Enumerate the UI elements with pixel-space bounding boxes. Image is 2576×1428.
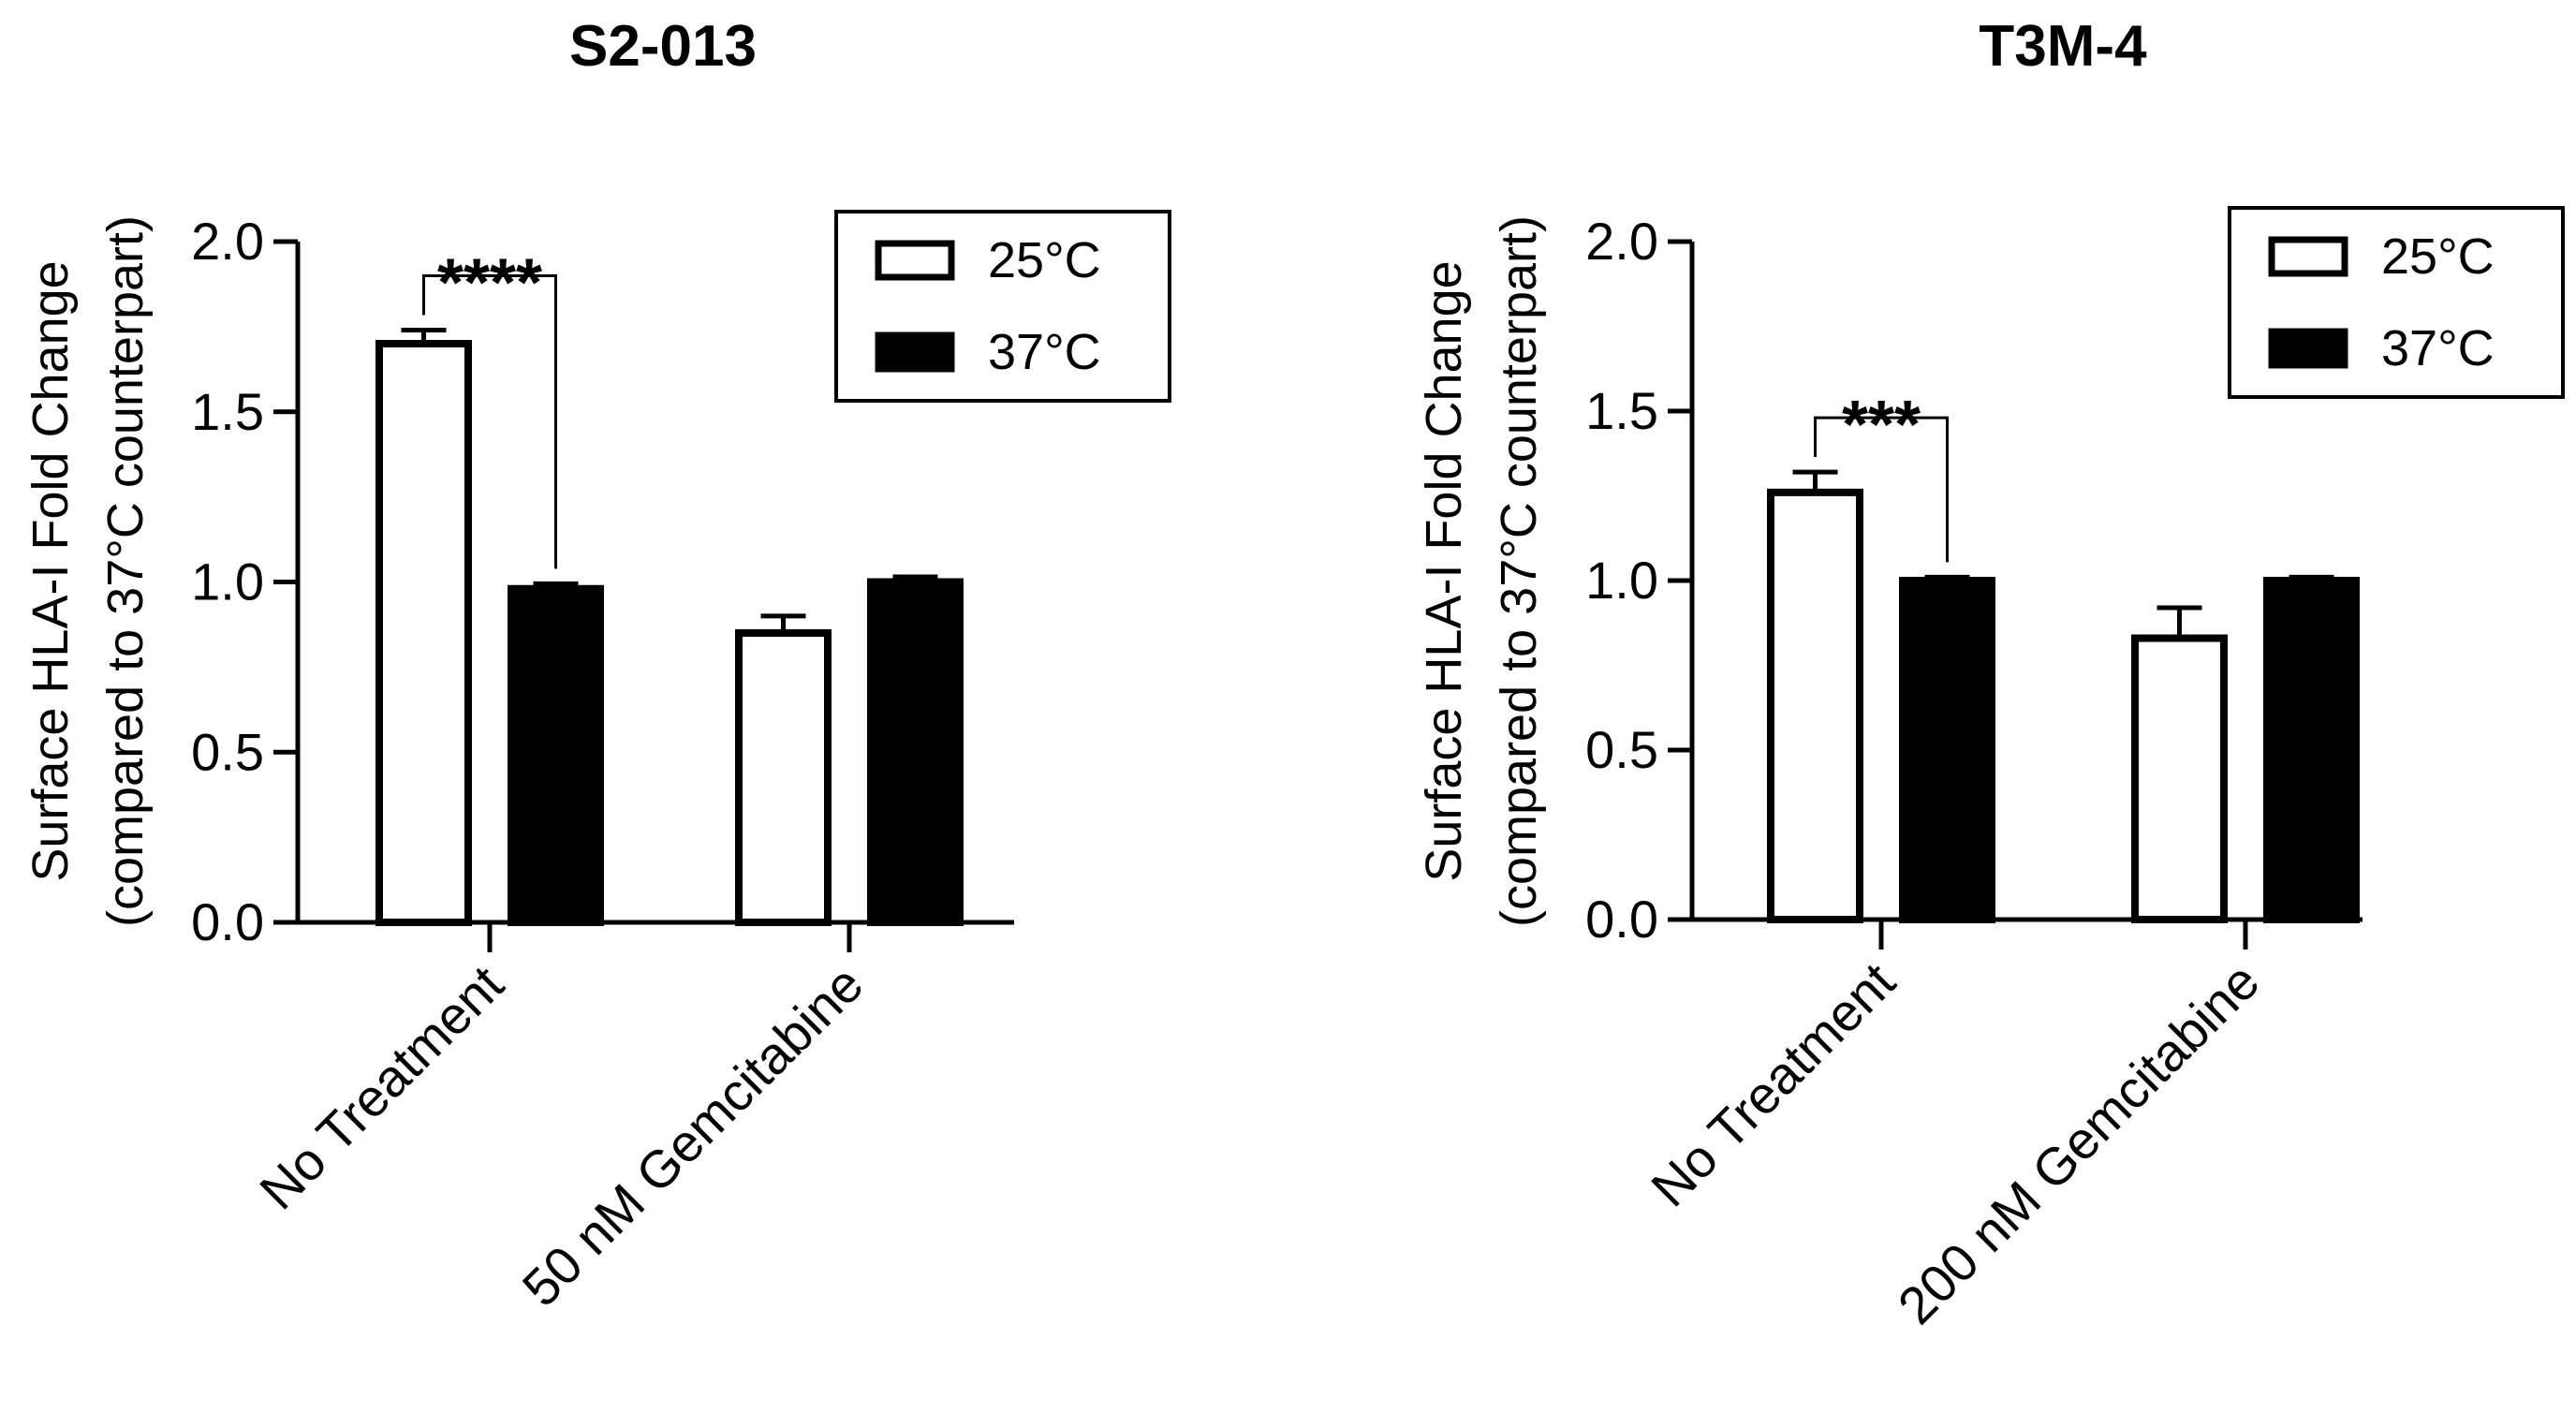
significance-label: *** [1842, 388, 1921, 463]
x-category-label: 200 nM Gemcitabine [1887, 951, 2271, 1335]
y-axis-label-line: Surface HLA-I Fold Change [22, 260, 79, 881]
legend-label: 25°C [988, 232, 1101, 288]
chart-s2-013: S2-013 Surface HLA-I Fold Change (compared… [22, 14, 1171, 1318]
bar [1899, 577, 1995, 923]
legend-swatch [2268, 236, 2348, 277]
chart-title: T3M-4 [1979, 14, 2147, 79]
bar [375, 340, 472, 926]
legend-label: 37°C [2381, 320, 2495, 376]
legend-swatch [2268, 328, 2348, 369]
y-tick-label: 2.0 [1585, 212, 1658, 271]
y-tick-label: 2.0 [191, 212, 264, 271]
legend-label: 37°C [988, 324, 1101, 380]
y-tick-label: 1.0 [191, 552, 264, 611]
y-axis-label-line: (compared to 37°C counterpart) [1491, 215, 1547, 927]
y-axis-label-line: (compared to 37°C counterpart) [97, 215, 154, 927]
legend-label: 25°C [2381, 228, 2495, 285]
significance-label: **** [437, 246, 542, 321]
bar [867, 578, 964, 926]
y-axis-label-line: Surface HLA-I Fold Change [1416, 260, 1472, 881]
bar [1767, 488, 1863, 923]
x-category-label: No Treatment [248, 954, 515, 1221]
x-category-label: No Treatment [1640, 951, 1906, 1218]
y-tick-label: 0.0 [191, 892, 264, 951]
x-category-label: 50 nM Gemcitabine [511, 954, 875, 1318]
legend-swatch [875, 331, 955, 373]
bar [2131, 634, 2228, 923]
chart-t3m-4: T3M-4 Surface HLA-I Fold Change (compared … [1416, 14, 2565, 1335]
legend-swatch [875, 240, 955, 281]
y-tick-label: 1.5 [191, 382, 264, 441]
bar [2263, 577, 2360, 923]
y-tick-label: 0.5 [191, 722, 264, 781]
chart-title: S2-013 [569, 14, 757, 79]
y-tick-label: 1.0 [1585, 551, 1658, 610]
bar [508, 584, 604, 927]
y-tick-label: 1.5 [1585, 381, 1658, 440]
y-tick-label: 0.0 [1585, 890, 1658, 949]
significance-bracket [1814, 416, 1949, 563]
y-tick-label: 0.5 [1585, 720, 1658, 779]
significance-bracket [422, 274, 557, 569]
bar [735, 629, 832, 927]
